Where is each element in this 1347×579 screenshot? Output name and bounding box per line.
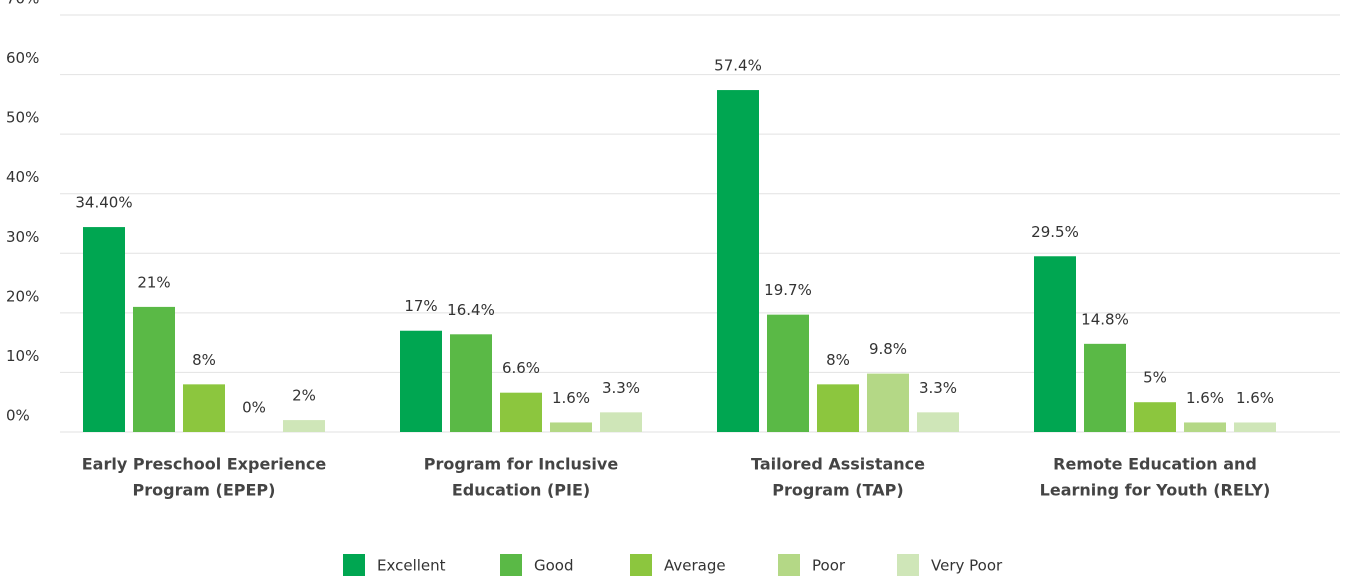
bar bbox=[867, 373, 909, 432]
legend-swatch bbox=[343, 554, 365, 576]
y-tick-label: 40% bbox=[6, 168, 39, 186]
data-label: 29.5% bbox=[1031, 223, 1079, 241]
bar bbox=[817, 384, 859, 432]
x-tick-label: Early Preschool Experience bbox=[82, 455, 327, 474]
x-tick-label: Education (PIE) bbox=[452, 481, 590, 500]
legend-label: Good bbox=[534, 557, 574, 575]
data-label: 57.4% bbox=[714, 57, 762, 75]
bar bbox=[717, 90, 759, 432]
x-tick-label: Remote Education and bbox=[1053, 455, 1257, 474]
data-label: 5% bbox=[1143, 369, 1167, 387]
bar bbox=[400, 330, 442, 432]
bar bbox=[600, 412, 642, 432]
data-label: 34.40% bbox=[75, 194, 132, 212]
data-label: 17% bbox=[404, 297, 437, 315]
data-label: 19.7% bbox=[764, 281, 812, 299]
bar bbox=[917, 412, 959, 432]
y-tick-label: 60% bbox=[6, 49, 39, 67]
legend-label: Excellent bbox=[377, 557, 446, 575]
bar bbox=[83, 227, 125, 432]
data-label: 9.8% bbox=[869, 340, 907, 358]
legend-swatch bbox=[778, 554, 800, 576]
data-label: 14.8% bbox=[1081, 310, 1129, 328]
y-tick-label: 10% bbox=[6, 347, 39, 365]
data-label: 3.3% bbox=[919, 379, 957, 397]
data-label: 2% bbox=[292, 387, 316, 405]
data-label: 8% bbox=[826, 351, 850, 369]
bar bbox=[1084, 343, 1126, 432]
legend-swatch bbox=[630, 554, 652, 576]
x-tick-label: Program (EPEP) bbox=[133, 481, 276, 500]
data-label: 8% bbox=[192, 351, 216, 369]
legend-swatch bbox=[897, 554, 919, 576]
data-label: 1.6% bbox=[1186, 389, 1224, 407]
bar bbox=[1234, 422, 1276, 432]
bar bbox=[1034, 256, 1076, 432]
bar bbox=[767, 314, 809, 432]
data-label: 3.3% bbox=[602, 379, 640, 397]
data-label: 16.4% bbox=[447, 301, 495, 319]
legend-swatch bbox=[500, 554, 522, 576]
data-label: 1.6% bbox=[552, 389, 590, 407]
bar bbox=[450, 334, 492, 432]
bar bbox=[283, 420, 325, 432]
y-tick-label: 0% bbox=[6, 407, 30, 425]
bar bbox=[1184, 422, 1226, 432]
x-tick-label: Learning for Youth (RELY) bbox=[1040, 481, 1271, 500]
legend-label: Very Poor bbox=[931, 557, 1003, 575]
bar bbox=[500, 392, 542, 432]
data-label: 21% bbox=[137, 273, 170, 291]
data-label: 6.6% bbox=[502, 359, 540, 377]
bar bbox=[183, 384, 225, 432]
x-tick-label: Program for Inclusive bbox=[424, 455, 619, 474]
legend-label: Average bbox=[664, 557, 726, 575]
y-tick-label: 50% bbox=[6, 109, 39, 127]
y-tick-label: 30% bbox=[6, 228, 39, 246]
x-tick-label: Program (TAP) bbox=[772, 481, 903, 500]
data-label: 1.6% bbox=[1236, 389, 1274, 407]
legend-label: Poor bbox=[812, 557, 846, 575]
bar bbox=[133, 306, 175, 432]
y-tick-label: 20% bbox=[6, 287, 39, 305]
bar bbox=[550, 422, 592, 432]
data-label: 0% bbox=[242, 399, 266, 417]
x-tick-label: Tailored Assistance bbox=[751, 455, 925, 474]
bar bbox=[1134, 402, 1176, 432]
y-tick-label: 70% bbox=[6, 0, 39, 8]
